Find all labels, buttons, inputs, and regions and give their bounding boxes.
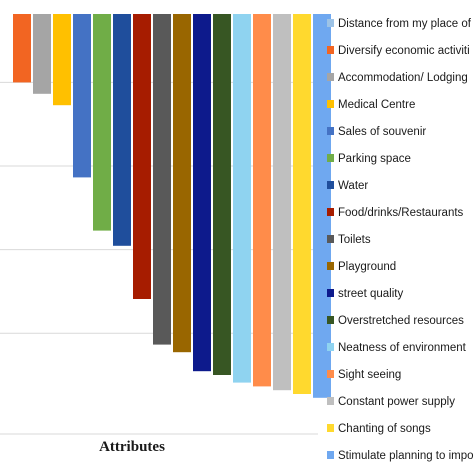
bar — [93, 14, 111, 231]
bar — [193, 14, 211, 372]
bar — [133, 14, 151, 299]
bar — [153, 14, 171, 345]
legend-swatch — [327, 451, 334, 459]
legend-label: Stimulate planning to impo — [338, 450, 474, 462]
legend-swatch — [327, 127, 334, 135]
legend-swatch — [327, 424, 334, 432]
bar — [33, 14, 51, 94]
legend-swatch — [327, 181, 334, 189]
bar — [173, 14, 191, 353]
bar — [73, 14, 91, 178]
bar — [113, 14, 131, 246]
bar — [313, 14, 331, 398]
bars — [13, 14, 331, 398]
legend-swatch — [327, 316, 334, 324]
legend-swatch — [327, 100, 334, 108]
legend-label: Medical Centre — [338, 99, 415, 111]
legend-label: Parking space — [338, 153, 411, 165]
legend-swatch — [327, 289, 334, 297]
bar — [273, 14, 291, 391]
legend-label: Toilets — [338, 234, 371, 246]
x-axis-title: Attributes — [99, 439, 165, 455]
legend-swatch — [327, 397, 334, 405]
legend-label: Sales of souvenir — [338, 126, 426, 138]
legend-label: Playground — [338, 261, 396, 273]
legend-label: Accommodation/ Lodging — [338, 72, 468, 84]
legend-swatch — [327, 262, 334, 270]
bar — [253, 14, 271, 387]
bar — [233, 14, 251, 383]
legend: Distance from my place of Diversify econo… — [327, 18, 474, 462]
legend-label: Distance from my place of — [338, 18, 472, 30]
bar — [213, 14, 231, 375]
legend-label: Diversify economic activiti — [338, 45, 470, 57]
legend-label: Food/drinks/Restaurants — [338, 207, 464, 219]
legend-swatch — [327, 343, 334, 351]
legend-swatch — [327, 19, 334, 27]
legend-swatch — [327, 154, 334, 162]
legend-swatch — [327, 235, 334, 243]
bar — [293, 14, 311, 394]
legend-label: street quality — [338, 288, 403, 300]
legend-swatch — [327, 370, 334, 378]
legend-label: Neatness of environment — [338, 342, 467, 354]
legend-label: Constant power supply — [338, 396, 455, 408]
legend-label: Sight seeing — [338, 369, 401, 381]
legend-swatch — [327, 46, 334, 54]
bar — [13, 14, 31, 83]
bar — [53, 14, 71, 106]
legend-label: Overstretched resources — [338, 315, 464, 327]
legend-swatch — [327, 208, 334, 216]
legend-label: Chanting of songs — [338, 423, 431, 435]
legend-label: Water — [338, 180, 368, 192]
legend-swatch — [327, 73, 334, 81]
